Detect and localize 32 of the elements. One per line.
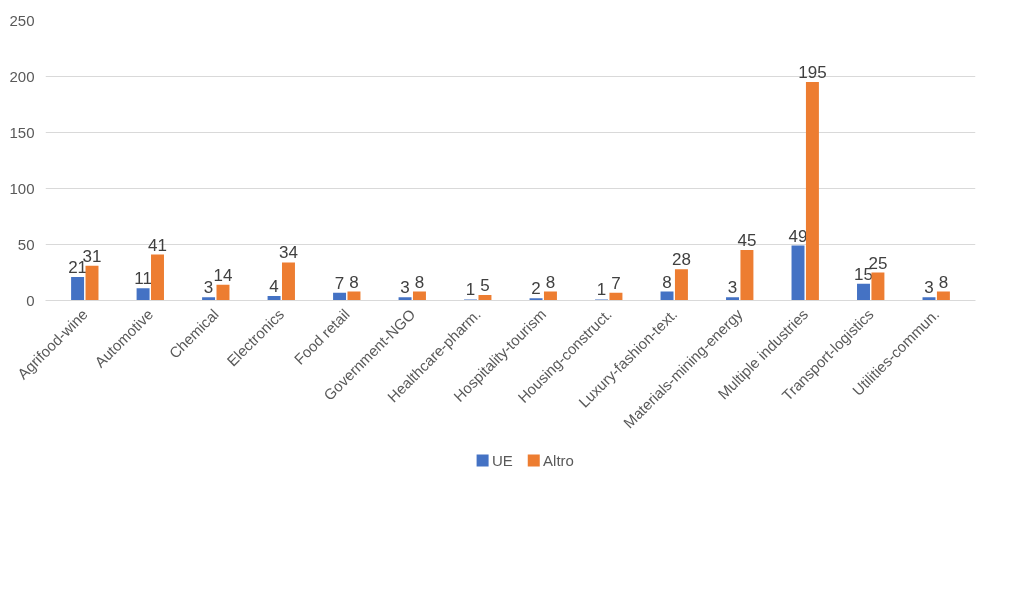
y-tick-label: 200: [9, 67, 35, 85]
data-label: 8: [349, 272, 359, 292]
data-label: 1: [596, 280, 607, 300]
data-label: 34: [279, 243, 298, 263]
data-label: 195: [798, 63, 827, 83]
y-tick-label: 250: [9, 11, 35, 29]
data-label: 2: [531, 279, 541, 299]
data-label: 11: [134, 269, 152, 289]
data-label: 3: [924, 278, 934, 298]
data-label: 7: [611, 273, 621, 293]
data-label: 8: [938, 272, 949, 292]
data-label: 41: [148, 235, 167, 255]
data-label: 3: [727, 278, 738, 298]
y-tick-label: 150: [9, 123, 35, 141]
data-label: 8: [545, 272, 556, 292]
data-label: 8: [414, 272, 425, 292]
data-label: 3: [203, 278, 214, 298]
data-label: 28: [671, 250, 691, 270]
data-label: 45: [737, 231, 757, 251]
legend-label: UE: [491, 452, 513, 469]
data-label: 3: [400, 278, 410, 298]
data-label: 8: [662, 272, 672, 292]
legend-label: Altro: [543, 452, 574, 469]
y-tick-label: 0: [26, 291, 35, 309]
data-label: 4: [269, 277, 279, 297]
y-tick-label: 50: [17, 235, 35, 253]
data-label: 49: [788, 226, 808, 246]
data-label: 7: [334, 273, 345, 293]
data-label: 14: [213, 265, 233, 285]
y-tick-label: 100: [9, 179, 35, 197]
data-label: 5: [480, 275, 490, 295]
data-label: 1: [465, 280, 476, 300]
